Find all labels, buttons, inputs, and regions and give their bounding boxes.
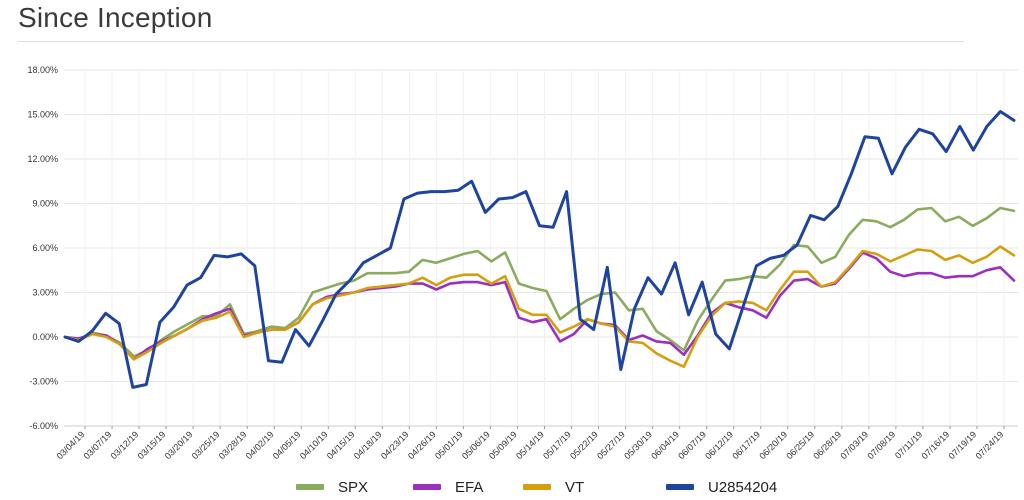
y-tick-label: 6.00% bbox=[32, 243, 58, 253]
chart-title: Since Inception bbox=[18, 2, 213, 33]
legend-swatch bbox=[666, 484, 694, 490]
y-tick-label: 18.00% bbox=[27, 65, 58, 75]
chart-legend: SPX EFA VT U2854204 bbox=[0, 476, 1024, 498]
legend-label: EFA bbox=[455, 478, 484, 496]
x-tick-label: 06/25/19 bbox=[784, 429, 816, 461]
x-tick-label: 06/04/19 bbox=[649, 429, 681, 461]
x-tick-label: 05/01/19 bbox=[433, 429, 465, 461]
x-tick-label: 05/22/19 bbox=[568, 429, 600, 461]
series-line-spx bbox=[63, 206, 1016, 358]
x-tick-label: 07/19/19 bbox=[947, 429, 979, 461]
title-divider bbox=[18, 41, 964, 42]
legend-item-spx[interactable]: SPX bbox=[296, 476, 368, 498]
x-tick-label: 04/26/19 bbox=[406, 429, 438, 461]
x-tick-label: 05/06/19 bbox=[460, 429, 492, 461]
x-tick-label: 07/24/19 bbox=[974, 429, 1006, 461]
x-tick-label: 07/08/19 bbox=[865, 429, 897, 461]
x-tick-label: 07/03/19 bbox=[838, 429, 870, 461]
legend-swatch bbox=[413, 484, 441, 490]
legend-label: U2854204 bbox=[708, 478, 778, 496]
x-tick-label: 03/12/19 bbox=[109, 429, 141, 461]
y-tick-label: 15.00% bbox=[27, 110, 58, 120]
x-tick-label: 06/12/19 bbox=[703, 429, 735, 461]
x-tick-label: 04/15/19 bbox=[325, 429, 357, 461]
x-tick-label: 03/28/19 bbox=[217, 429, 249, 461]
x-tick-label: 03/25/19 bbox=[190, 429, 222, 461]
y-tick-label: -3.00% bbox=[29, 377, 58, 387]
x-tick-label: 04/23/19 bbox=[379, 429, 411, 461]
y-tick-label: 12.00% bbox=[27, 154, 58, 164]
y-tick-label: 0.00% bbox=[32, 332, 58, 342]
x-tick-label: 06/17/19 bbox=[730, 429, 762, 461]
legend-item-efa[interactable]: EFA bbox=[413, 476, 483, 498]
x-tick-label: 04/18/19 bbox=[352, 429, 384, 461]
x-tick-label: 03/04/19 bbox=[55, 429, 87, 461]
series-line-u2854204 bbox=[63, 110, 1016, 389]
line-chart: -6.00% -3.00% 0.00% 3.00% 6.00% 9.00% 12.00% 15… bbox=[27, 65, 1018, 461]
x-tick-label: 04/10/19 bbox=[298, 429, 330, 461]
x-tick-label: 03/15/19 bbox=[136, 429, 168, 461]
x-tick-label: 07/16/19 bbox=[920, 429, 952, 461]
legend-item-vt[interactable]: VT bbox=[523, 476, 584, 498]
x-tick-label: 05/09/19 bbox=[487, 429, 519, 461]
x-tick-label: 03/07/19 bbox=[82, 429, 114, 461]
x-tick-label: 05/14/19 bbox=[514, 429, 546, 461]
y-tick-label: 9.00% bbox=[32, 199, 58, 209]
x-tick-label: 05/17/19 bbox=[541, 429, 573, 461]
x-tick-label: 04/02/19 bbox=[244, 429, 276, 461]
x-tick-label: 06/07/19 bbox=[676, 429, 708, 461]
legend-swatch bbox=[523, 484, 551, 490]
x-tick-label: 04/05/19 bbox=[271, 429, 303, 461]
legend-label: SPX bbox=[338, 478, 369, 496]
y-tick-label: 3.00% bbox=[32, 288, 58, 298]
series-line-vt bbox=[63, 245, 1016, 369]
x-tick-label: 05/27/19 bbox=[595, 429, 627, 461]
x-tick-label: 07/11/19 bbox=[893, 429, 924, 460]
x-tick-label: 05/30/19 bbox=[622, 429, 654, 461]
x-tick-label: 06/20/19 bbox=[757, 429, 789, 461]
legend-label: VT bbox=[565, 478, 585, 496]
x-tick-label: 06/28/19 bbox=[811, 429, 843, 461]
x-tick-label: 03/20/19 bbox=[163, 429, 195, 461]
y-tick-label: -6.00% bbox=[29, 421, 58, 431]
legend-swatch bbox=[296, 484, 324, 490]
legend-item-u2854204[interactable]: U2854204 bbox=[666, 476, 777, 498]
